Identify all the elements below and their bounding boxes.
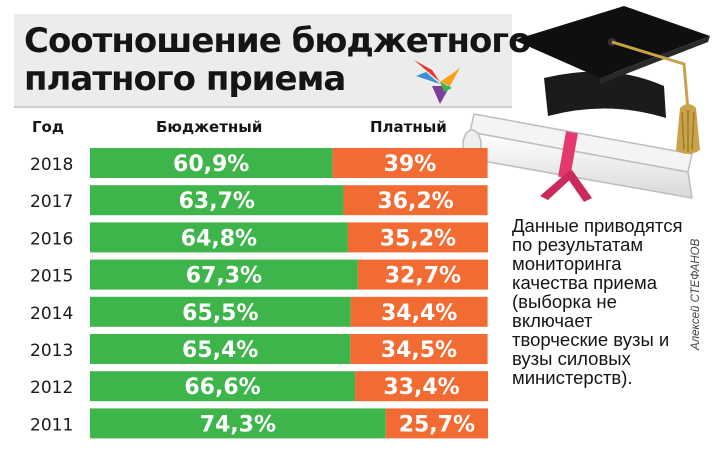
budget-value-label: 74,3% (200, 412, 276, 437)
chart-title: Соотношение бюджетного и платного приема (24, 22, 720, 98)
graduation-illustration (452, 0, 720, 206)
paid-value-label: 39% (384, 152, 437, 177)
photo-credit: Алексей СТЕФАНОВ (690, 238, 702, 350)
budget-value-label: 65,5% (182, 301, 258, 326)
paid-bar (350, 334, 488, 364)
year-label: 2011 (30, 415, 73, 435)
budget-value-label: 66,6% (184, 375, 260, 400)
budget-bar (90, 334, 351, 364)
budget-bar (90, 259, 358, 290)
paid-value-label: 25,7% (399, 412, 475, 437)
year-label: 2016 (30, 229, 73, 249)
title-panel (14, 14, 512, 108)
header-paid: Платный (370, 118, 447, 136)
paid-value-label: 33,4% (383, 375, 459, 400)
header-year: Год (32, 118, 64, 136)
paid-value-label: 34,4% (381, 301, 457, 326)
paid-bar (355, 371, 488, 402)
paid-value-label: 36,2% (377, 189, 453, 214)
paid-bar (357, 259, 488, 290)
year-label: 2018 (30, 155, 73, 175)
year-label: 2015 (30, 267, 73, 287)
paid-value-label: 35,2% (380, 226, 456, 251)
paid-value-label: 32,7% (385, 264, 461, 289)
budget-bar (90, 296, 351, 327)
paid-bar (332, 148, 488, 178)
paid-bar (385, 408, 488, 439)
budget-value-label: 67,3% (186, 264, 262, 289)
footnote: Данные приводятся по результатам монитор… (512, 215, 683, 388)
budget-bar (90, 222, 348, 253)
budget-bar (90, 408, 386, 439)
year-label: 2017 (30, 192, 73, 212)
year-label: 2012 (30, 378, 73, 398)
year-label: 2014 (30, 304, 73, 324)
paid-bar (347, 222, 488, 253)
budget-bar (90, 148, 333, 178)
year-label: 2013 (30, 341, 73, 361)
paid-bar (343, 185, 488, 216)
budget-bar (90, 185, 344, 216)
budget-value-label: 64,8% (181, 226, 257, 251)
budget-value-label: 60,9% (173, 152, 249, 177)
budget-value-label: 63,7% (179, 189, 255, 214)
budget-value-label: 65,4% (182, 338, 258, 363)
header-budget: Бюджетный (156, 118, 263, 136)
budget-bar (90, 371, 356, 402)
bird-logo-icon (414, 60, 460, 104)
graduation-cap-icon (462, 6, 710, 202)
title-text: Соотношение бюджетного и платного приема (24, 21, 565, 99)
paid-bar (350, 296, 488, 327)
paid-value-label: 34,5% (381, 338, 457, 363)
stacked-bar-chart: 2018 60,9% 39% 2017 63,7% 36,2% 2016 64,8% 35,2%… (30, 148, 488, 439)
